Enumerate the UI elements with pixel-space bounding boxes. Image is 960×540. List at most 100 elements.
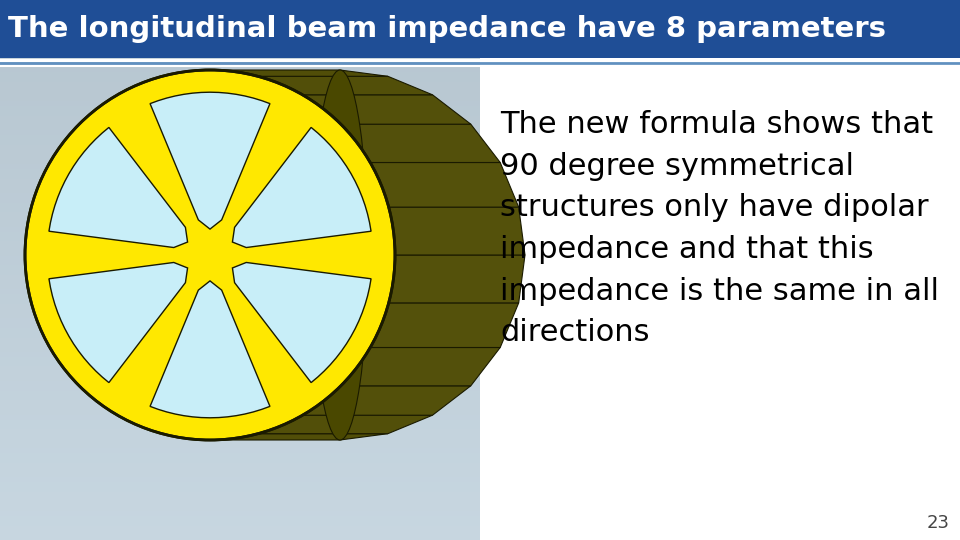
Bar — [0, 404, 480, 410]
Bar — [0, 452, 480, 458]
Polygon shape — [258, 415, 433, 434]
Bar — [0, 129, 480, 135]
Bar — [0, 433, 480, 439]
Bar — [0, 279, 480, 285]
Bar — [0, 443, 480, 448]
Bar — [0, 428, 480, 434]
Bar — [0, 380, 480, 386]
Bar — [0, 168, 480, 174]
Bar — [0, 366, 480, 372]
Bar — [0, 288, 480, 294]
Bar — [0, 448, 480, 453]
Bar — [0, 178, 480, 183]
Bar — [0, 332, 480, 338]
Bar — [0, 438, 480, 443]
Bar — [0, 385, 480, 390]
Polygon shape — [210, 70, 388, 76]
Polygon shape — [371, 303, 518, 348]
Bar — [0, 505, 480, 511]
Bar — [0, 476, 480, 482]
Bar — [0, 187, 480, 193]
Polygon shape — [371, 163, 518, 207]
Bar — [0, 240, 480, 246]
Bar — [0, 163, 480, 169]
Bar — [0, 298, 480, 304]
Bar — [0, 375, 480, 381]
Bar — [0, 231, 480, 237]
Bar — [0, 491, 480, 497]
Bar — [0, 192, 480, 198]
Bar — [0, 158, 480, 164]
Bar — [0, 144, 480, 150]
Polygon shape — [150, 92, 270, 229]
Bar — [0, 341, 480, 347]
Bar — [0, 284, 480, 289]
Bar — [0, 293, 480, 299]
Bar — [0, 519, 480, 525]
Text: The new formula shows that
90 degree symmetrical
structures only have dipolar
im: The new formula shows that 90 degree sym… — [500, 110, 939, 347]
Bar — [0, 496, 480, 502]
Bar — [0, 264, 480, 270]
Polygon shape — [389, 255, 525, 303]
Bar — [0, 467, 480, 472]
Bar — [0, 100, 480, 106]
Bar — [0, 197, 480, 202]
Bar — [0, 394, 480, 400]
Bar — [0, 322, 480, 328]
Bar — [0, 346, 480, 352]
Bar — [0, 308, 480, 313]
Bar — [0, 327, 480, 333]
Bar — [0, 71, 480, 77]
Bar — [0, 255, 480, 260]
Ellipse shape — [312, 70, 368, 440]
Bar — [0, 534, 480, 540]
Polygon shape — [232, 262, 372, 382]
Bar — [0, 361, 480, 367]
Bar — [0, 235, 480, 241]
Bar — [0, 515, 480, 521]
Bar — [0, 226, 480, 232]
Bar — [0, 62, 480, 68]
Bar — [0, 303, 480, 309]
Circle shape — [25, 70, 395, 440]
Polygon shape — [210, 434, 388, 440]
Bar — [0, 250, 480, 255]
Bar — [0, 91, 480, 97]
Polygon shape — [49, 262, 187, 382]
Bar — [0, 389, 480, 395]
Polygon shape — [302, 386, 470, 415]
Bar — [0, 457, 480, 463]
Bar — [0, 418, 480, 424]
Bar — [0, 409, 480, 415]
Bar — [0, 139, 480, 145]
Bar — [0, 66, 480, 72]
Bar — [0, 183, 480, 188]
Bar — [0, 110, 480, 116]
Bar — [0, 201, 480, 207]
Text: 23: 23 — [927, 514, 950, 532]
Bar — [0, 96, 480, 102]
Bar — [0, 414, 480, 420]
Bar — [0, 245, 480, 251]
Bar — [0, 259, 480, 265]
Bar — [0, 274, 480, 280]
Bar — [0, 206, 480, 212]
Bar — [0, 529, 480, 535]
Bar — [0, 148, 480, 154]
Bar — [0, 423, 480, 429]
Bar — [0, 0, 960, 58]
Polygon shape — [150, 281, 270, 418]
Bar — [0, 336, 480, 342]
Bar — [0, 481, 480, 487]
Bar — [0, 356, 480, 362]
Text: The longitudinal beam impedance have 8 parameters: The longitudinal beam impedance have 8 p… — [8, 15, 886, 43]
Bar — [0, 115, 480, 120]
Bar — [0, 216, 480, 222]
Bar — [0, 120, 480, 125]
Bar — [0, 501, 480, 507]
Bar — [0, 269, 480, 275]
Bar — [0, 351, 480, 357]
Bar — [0, 313, 480, 318]
Bar — [0, 318, 480, 323]
Bar — [0, 486, 480, 492]
